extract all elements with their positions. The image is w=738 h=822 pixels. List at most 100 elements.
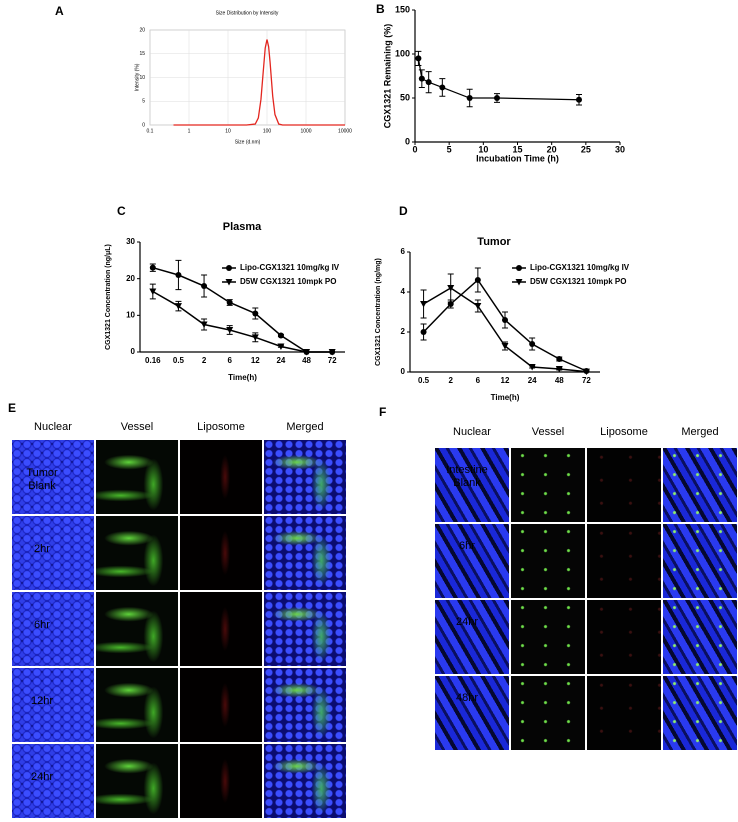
y-tick-label: 2 xyxy=(401,327,406,336)
column-header: Liposome xyxy=(600,426,648,438)
panel-letter: C xyxy=(117,204,126,218)
marker xyxy=(494,95,500,101)
marker xyxy=(474,277,481,283)
micrograph xyxy=(180,440,262,514)
marker xyxy=(582,368,590,376)
row-label: 6hr xyxy=(459,539,475,552)
marker xyxy=(576,96,582,103)
micrograph xyxy=(511,448,585,522)
marker xyxy=(528,364,536,371)
x-tick-label: 10 xyxy=(478,144,488,154)
micrograph xyxy=(264,668,346,742)
x-tick-label: 0.5 xyxy=(418,376,430,385)
panel-letter: E xyxy=(8,401,17,415)
legend-label: D5W CGX1321 10mpk PO xyxy=(240,277,336,286)
micrograph xyxy=(96,592,178,666)
micrograph xyxy=(96,744,178,818)
marker xyxy=(226,327,234,334)
marker xyxy=(149,288,157,295)
column-header: Nuclear xyxy=(34,421,72,433)
micrograph xyxy=(435,600,509,674)
marker xyxy=(252,310,259,317)
size-curve xyxy=(173,39,345,126)
charts: A Size Distribution by Intensity Size (d.n… xyxy=(55,2,630,402)
x-tick-label: 12 xyxy=(251,356,260,365)
marker xyxy=(277,343,285,350)
micrograph xyxy=(180,592,262,666)
y-tick-label: 4 xyxy=(401,287,406,296)
micrograph xyxy=(511,676,585,750)
x-tick-label: 2 xyxy=(202,356,207,365)
row-label: 24hr xyxy=(30,771,54,783)
x-tick-label: 72 xyxy=(582,376,591,385)
column-header: Vessel xyxy=(120,421,154,433)
y-tick-label: 100 xyxy=(395,48,410,58)
row-label: Tumor Blank xyxy=(26,467,58,492)
x-tick-label: 1000 xyxy=(300,128,311,134)
x-tick-label: 100 xyxy=(263,128,272,134)
x-tick-label: 10000 xyxy=(338,128,352,134)
y-tick-label: 5 xyxy=(142,99,145,105)
micrograph xyxy=(12,744,94,818)
micrograph xyxy=(180,744,262,818)
x-tick-label: 0.1 xyxy=(147,128,154,134)
data-line xyxy=(152,266,333,353)
micrograph xyxy=(180,668,262,742)
micrograph xyxy=(511,524,585,598)
micrograph xyxy=(587,676,661,750)
y-axis-label: CGX1321 Concentration (ng/μL) xyxy=(105,244,112,350)
y-tick-label: 0 xyxy=(142,122,145,128)
micrograph xyxy=(663,676,737,750)
marker xyxy=(555,366,563,373)
legend-label: Lipo-CGX1321 10mg/kg IV xyxy=(530,263,630,272)
x-tick-label: 10 xyxy=(225,128,231,134)
y-axis-label: Intensity (%) xyxy=(134,63,140,91)
x-tick-label: 48 xyxy=(302,356,311,365)
y-tick-label: 20 xyxy=(139,27,145,33)
micrograph xyxy=(12,516,94,590)
micrograph xyxy=(264,440,346,514)
y-axis-label: CGX1321 Concentration (ng/mg) xyxy=(375,258,382,366)
y-tick-label: 10 xyxy=(126,310,135,319)
chart-title: Size Distribution by Intensity xyxy=(216,10,279,16)
micrograph xyxy=(264,744,346,818)
y-tick-label: 0 xyxy=(401,367,406,376)
y-tick-label: 10 xyxy=(139,75,145,81)
micrograph xyxy=(264,516,346,590)
x-tick-label: 30 xyxy=(615,144,625,154)
marker xyxy=(501,343,509,350)
marker xyxy=(328,349,336,356)
marker xyxy=(201,283,208,289)
row-label: 2hr xyxy=(34,543,50,555)
marker xyxy=(226,299,233,306)
micrograph xyxy=(12,440,94,514)
y-tick-label: 6 xyxy=(401,247,406,256)
micrograph xyxy=(587,524,661,598)
column-header: Merged xyxy=(681,426,719,438)
micrograph xyxy=(264,592,346,666)
x-tick-label: 15 xyxy=(512,144,522,154)
marker xyxy=(447,285,455,292)
y-tick-label: 20 xyxy=(126,274,135,283)
marker xyxy=(277,332,284,339)
micrograph xyxy=(96,668,178,742)
row-label: 6hr xyxy=(34,619,50,631)
micrograph xyxy=(435,524,509,598)
marker xyxy=(474,303,482,310)
column-header: Merged xyxy=(286,421,324,433)
marker xyxy=(466,95,473,101)
micrograph xyxy=(511,600,585,674)
legend-marker xyxy=(225,279,233,286)
micrograph xyxy=(12,592,94,666)
panel-letter: F xyxy=(379,405,387,419)
y-axis-label: CGX1321 Remaining (%) xyxy=(382,24,392,129)
x-tick-label: 72 xyxy=(328,356,337,365)
micrograph xyxy=(180,516,262,590)
legend-marker xyxy=(515,279,523,286)
legend-label: Lipo-CGX1321 10mg/kg IV xyxy=(240,263,340,272)
marker xyxy=(529,341,536,347)
micrograph xyxy=(96,516,178,590)
marker xyxy=(418,75,425,82)
marker xyxy=(556,356,563,362)
x-tick-label: 24 xyxy=(276,356,285,365)
